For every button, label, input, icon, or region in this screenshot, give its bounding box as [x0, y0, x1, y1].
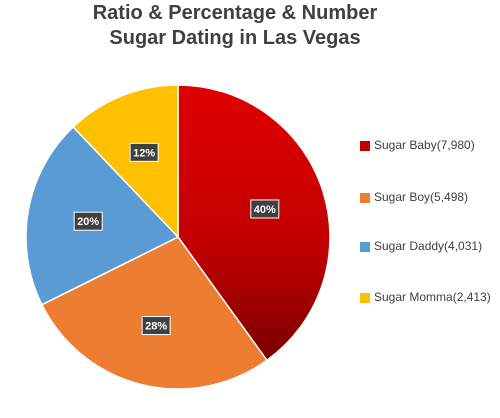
legend-swatch-sugar-baby [360, 141, 370, 151]
legend-swatch-sugar-boy [360, 193, 370, 203]
data-label-text: 20% [77, 216, 99, 228]
legend-swatch-sugar-momma [360, 293, 370, 303]
data-label-text: 12% [133, 147, 155, 159]
pie-slice-sugar-baby [177, 84, 331, 362]
data-label-box [73, 211, 103, 231]
legend-label-sugar-daddy: Sugar Daddy(4,031) [374, 239, 483, 253]
legend-label-sugar-boy: Sugar Boy(5,498) [374, 190, 469, 204]
data-label-sugar-boy: 28% [141, 316, 171, 336]
legend-item-sugar-daddy: Sugar Daddy(4,031) [360, 239, 500, 255]
data-label-sugar-daddy: 20% [73, 211, 103, 231]
chart-title-line-1: Ratio & Percentage & Number [92, 2, 378, 24]
data-label-text: 40% [254, 204, 276, 216]
chart-title-line-2: Sugar Dating in Las Vegas [109, 27, 361, 49]
pie-slice-sugar-momma [72, 84, 179, 239]
legend-swatch-sugar-daddy [360, 242, 370, 252]
legend-item-sugar-boy: Sugar Boy(5,498) [360, 190, 500, 206]
data-label-box [141, 316, 171, 336]
legend-label-sugar-baby: Sugar Baby(7,980) [374, 138, 475, 152]
data-label-box [129, 142, 159, 162]
pie-slice-sugar-boy [40, 236, 268, 390]
legend-item-sugar-baby: Sugar Baby(7,980) [360, 138, 500, 154]
data-label-text: 28% [145, 321, 167, 333]
data-label-box [250, 199, 280, 219]
data-label-sugar-momma: 12% [129, 142, 159, 162]
data-label-sugar-baby: 40% [250, 199, 280, 219]
legend-item-sugar-momma: Sugar Momma(2,413) [360, 290, 500, 306]
legend-label-sugar-momma: Sugar Momma(2,413) [374, 290, 491, 304]
